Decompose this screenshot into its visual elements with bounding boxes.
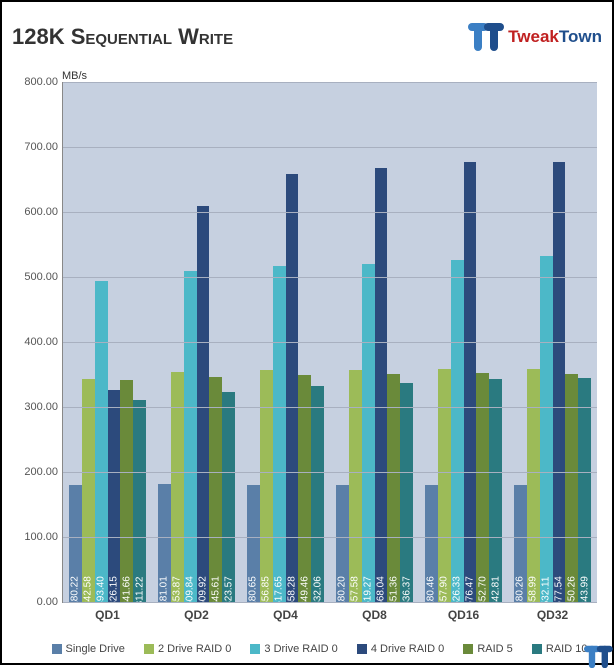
brand-logo: TweakTown — [468, 23, 602, 51]
y-tick-label: 0.00 — [37, 596, 63, 608]
y-tick-label: 600.00 — [24, 206, 63, 218]
bar: 349.46 — [298, 375, 311, 602]
y-tick-label: 700.00 — [24, 141, 63, 153]
bar: 356.85 — [260, 370, 273, 602]
y-tick-label: 500.00 — [24, 271, 63, 283]
gridline — [63, 602, 597, 603]
chart-container: 128K Sequential Write TweakTown MB/s 180… — [0, 0, 614, 665]
bar: 336.37 — [400, 383, 413, 602]
legend-label: 3 Drive RAID 0 — [264, 643, 337, 655]
bar: 532.11 — [540, 256, 553, 602]
bar: 180.65 — [247, 485, 260, 602]
bar: 358.99 — [527, 369, 540, 602]
gridline — [63, 277, 597, 278]
y-axis-label: MB/s — [62, 70, 87, 82]
legend-item: 4 Drive RAID 0 — [357, 643, 444, 655]
legend-swatch — [52, 644, 62, 654]
legend-item: 2 Drive RAID 0 — [144, 643, 231, 655]
bar: 311.22 — [133, 400, 146, 602]
logo-text-tweak: Tweak — [508, 27, 559, 47]
gridline — [63, 537, 597, 538]
chart-title: 128K Sequential Write — [12, 24, 233, 50]
bar: 341.66 — [120, 380, 133, 602]
legend-swatch — [250, 644, 260, 654]
bar: 332.06 — [311, 386, 324, 602]
logo-icon — [468, 23, 504, 51]
x-tick-label: QD1 — [95, 602, 120, 622]
gridline — [63, 82, 597, 83]
bar: 343.99 — [578, 378, 591, 602]
bar: 342.81 — [489, 379, 502, 602]
bar: 180.26 — [514, 485, 527, 602]
y-tick-label: 100.00 — [24, 531, 63, 543]
legend-item: RAID 5 — [463, 643, 512, 655]
y-tick-label: 300.00 — [24, 401, 63, 413]
legend-item: 3 Drive RAID 0 — [250, 643, 337, 655]
x-tick-label: QD32 — [537, 602, 568, 622]
legend-label: RAID 5 — [477, 643, 512, 655]
x-tick-label: QD4 — [273, 602, 298, 622]
legend-swatch — [144, 644, 154, 654]
plot-area: 180.22342.58493.40326.15341.66311.22QD11… — [62, 82, 597, 603]
gridline — [63, 212, 597, 213]
y-tick-label: 200.00 — [24, 466, 63, 478]
bar: 509.84 — [184, 271, 197, 602]
y-tick-label: 400.00 — [24, 336, 63, 348]
bar: 180.22 — [69, 485, 82, 602]
bar: 342.58 — [82, 379, 95, 602]
bar: 326.15 — [108, 390, 121, 602]
bar: 493.40 — [95, 281, 108, 602]
legend-item: RAID 10 — [532, 643, 588, 655]
bar: 517.65 — [273, 266, 286, 602]
legend-swatch — [463, 644, 473, 654]
legend-item: Single Drive — [52, 643, 125, 655]
bar: 350.26 — [565, 374, 578, 602]
legend-swatch — [532, 644, 542, 654]
gridline — [63, 407, 597, 408]
gridline — [63, 342, 597, 343]
gridline — [63, 472, 597, 473]
bar: 357.90 — [438, 369, 451, 602]
legend-label: RAID 10 — [546, 643, 588, 655]
legend-label: 2 Drive RAID 0 — [158, 643, 231, 655]
bar: 180.20 — [336, 485, 349, 602]
chart-header: 128K Sequential Write TweakTown — [2, 2, 612, 67]
logo-text-town: Town — [559, 27, 602, 47]
bar: 609.92 — [197, 206, 210, 602]
legend-label: Single Drive — [66, 643, 125, 655]
bar: 526.33 — [451, 260, 464, 602]
bar: 180.46 — [425, 485, 438, 602]
y-tick-label: 800.00 — [24, 76, 63, 88]
bar: 519.27 — [362, 264, 375, 602]
gridline — [63, 147, 597, 148]
bar: 677.54 — [553, 162, 566, 602]
x-tick-label: QD16 — [448, 602, 479, 622]
bar: 357.58 — [349, 370, 362, 602]
bar: 323.57 — [222, 392, 235, 602]
bar: 181.01 — [158, 484, 171, 602]
legend: Single Drive 2 Drive RAID 0 3 Drive RAID 0… — [42, 643, 597, 655]
legend-swatch — [357, 644, 367, 654]
x-tick-label: QD8 — [362, 602, 387, 622]
bar: 345.61 — [209, 377, 222, 602]
x-tick-label: QD2 — [184, 602, 209, 622]
legend-label: 4 Drive RAID 0 — [371, 643, 444, 655]
